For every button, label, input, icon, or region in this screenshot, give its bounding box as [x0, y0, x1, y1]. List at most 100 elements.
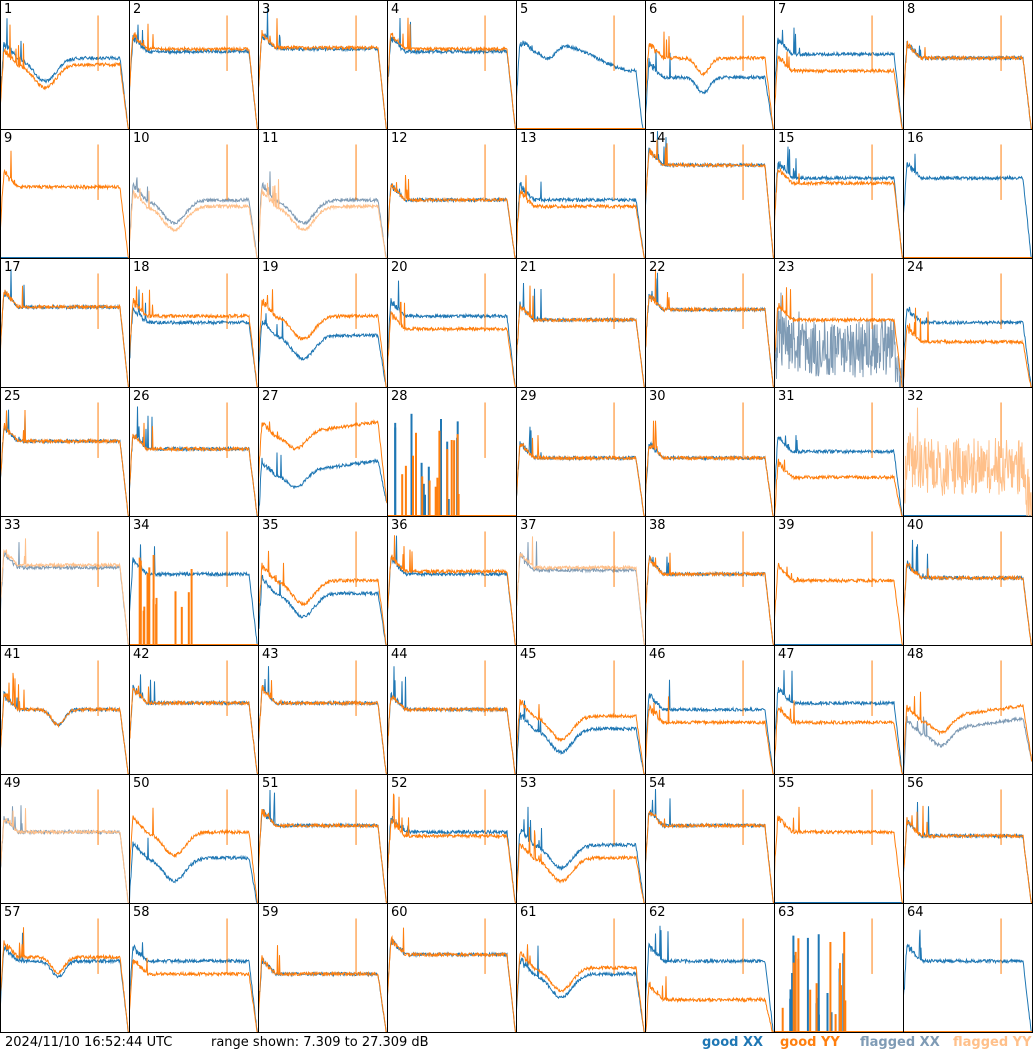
spectrum-plot	[0, 402, 129, 516]
spectrum-plot	[516, 918, 645, 1032]
series-xx-line	[903, 929, 1032, 1032]
antenna-panel: 64	[903, 903, 1032, 1032]
panel-number: 36	[391, 518, 408, 533]
antenna-panel: 29	[516, 387, 645, 516]
spectrum-plot	[387, 789, 516, 903]
series-yy-line	[129, 23, 258, 129]
antenna-panel: 51	[258, 774, 387, 903]
range-label: range shown: 7.309 to 27.309 dB	[211, 1035, 429, 1050]
series-xx-line	[258, 666, 387, 774]
panel-number: 42	[133, 647, 150, 662]
panel-number: 25	[4, 389, 21, 404]
antenna-panel: 24	[903, 258, 1032, 387]
spectrum-plot	[774, 402, 903, 516]
series-yy-line	[645, 696, 774, 774]
antenna-panel: 3	[258, 0, 387, 129]
antenna-panel: 36	[387, 516, 516, 645]
spectrum-plot	[903, 144, 1032, 258]
panel-number: 64	[907, 905, 924, 920]
series-yy-line	[645, 976, 774, 1032]
panel-number: 51	[262, 776, 279, 791]
series-xx-line	[516, 181, 645, 258]
panel-number: 17	[4, 260, 21, 275]
panel-number: 45	[520, 647, 537, 662]
series-yy-line	[645, 268, 774, 387]
series-yy-line	[258, 18, 387, 129]
series-yy-line	[129, 957, 258, 1032]
series-xx-line	[774, 292, 903, 387]
panel-number: 24	[907, 260, 924, 275]
antenna-panel: 15	[774, 129, 903, 258]
antenna-panel: 30	[645, 387, 774, 516]
series-xx-line	[774, 435, 903, 516]
antenna-panel: 50	[129, 774, 258, 903]
antenna-panel: 22	[645, 258, 774, 387]
panel-number: 20	[391, 260, 408, 275]
panel-number: 57	[4, 905, 21, 920]
panel-number: 33	[4, 518, 21, 533]
spectrum-plot	[645, 788, 774, 903]
series-xx-line	[516, 700, 645, 774]
series-yy-line	[774, 562, 903, 645]
antenna-panel: 16	[903, 129, 1032, 258]
series-xx-line	[387, 280, 516, 387]
series-xx-line	[774, 27, 903, 129]
panel-number: 19	[262, 260, 279, 275]
antenna-panel: 5	[516, 0, 645, 129]
antenna-panel: 31	[774, 387, 903, 516]
legend-good-yy: good YY	[780, 1035, 840, 1050]
series-xx-line	[645, 679, 774, 774]
series-yy-line	[516, 698, 645, 774]
antenna-panel: 27	[258, 387, 387, 516]
antenna-panel: 19	[258, 258, 387, 387]
series-xx-line	[774, 146, 903, 258]
spectrum-plot	[774, 273, 903, 387]
panel-number: 28	[391, 389, 408, 404]
spectrum-plot	[903, 918, 1032, 1032]
spectrum-plot	[0, 660, 129, 774]
antenna-panel: 13	[516, 129, 645, 258]
spectrum-plot	[258, 531, 387, 645]
spectrum-plot	[387, 660, 516, 774]
panel-number: 54	[649, 776, 666, 791]
series-yy-line	[645, 810, 774, 903]
antenna-panel: 23	[774, 258, 903, 387]
spectrum-plot	[387, 144, 516, 258]
antenna-panel: 8	[903, 0, 1032, 129]
series-xx-line	[387, 535, 516, 645]
series-yy-line	[903, 562, 1032, 645]
spectrum-plot	[903, 15, 1032, 129]
panel-number: 35	[262, 518, 279, 533]
panel-number: 43	[262, 647, 279, 662]
panel-number: 41	[4, 647, 21, 662]
antenna-panel: 48	[903, 645, 1032, 774]
antenna-panel: 11	[258, 129, 387, 258]
panel-number: 27	[262, 389, 279, 404]
series-yy-line	[645, 552, 774, 645]
panel-number: 55	[778, 776, 795, 791]
antenna-panel: 41	[0, 645, 129, 774]
series-yy-line	[774, 51, 903, 129]
antenna-panel: 33	[0, 516, 129, 645]
antenna-panel: 6	[645, 0, 774, 129]
antenna-panel: 21	[516, 258, 645, 387]
spectrum-plot	[258, 8, 387, 129]
series-yy-line	[903, 805, 1032, 903]
panel-number: 37	[520, 518, 537, 533]
spectrum-plot	[258, 402, 387, 516]
series-xx-line	[258, 171, 387, 258]
spectrum-plot	[645, 15, 774, 129]
spectrum-plot	[129, 402, 258, 516]
antenna-panel: 7	[774, 0, 903, 129]
series-yy-line	[258, 550, 387, 645]
series-yy-line	[0, 538, 129, 645]
spectrum-plot	[903, 402, 1032, 516]
antenna-panel: 17	[0, 258, 129, 387]
series-xx-line	[903, 716, 1032, 774]
series-yy-line	[387, 301, 516, 387]
spectrum-plot	[645, 402, 774, 516]
spectrum-plot	[645, 660, 774, 774]
spectrum-plot	[258, 918, 387, 1032]
panel-number: 59	[262, 905, 279, 920]
series-yy-line	[645, 31, 774, 129]
